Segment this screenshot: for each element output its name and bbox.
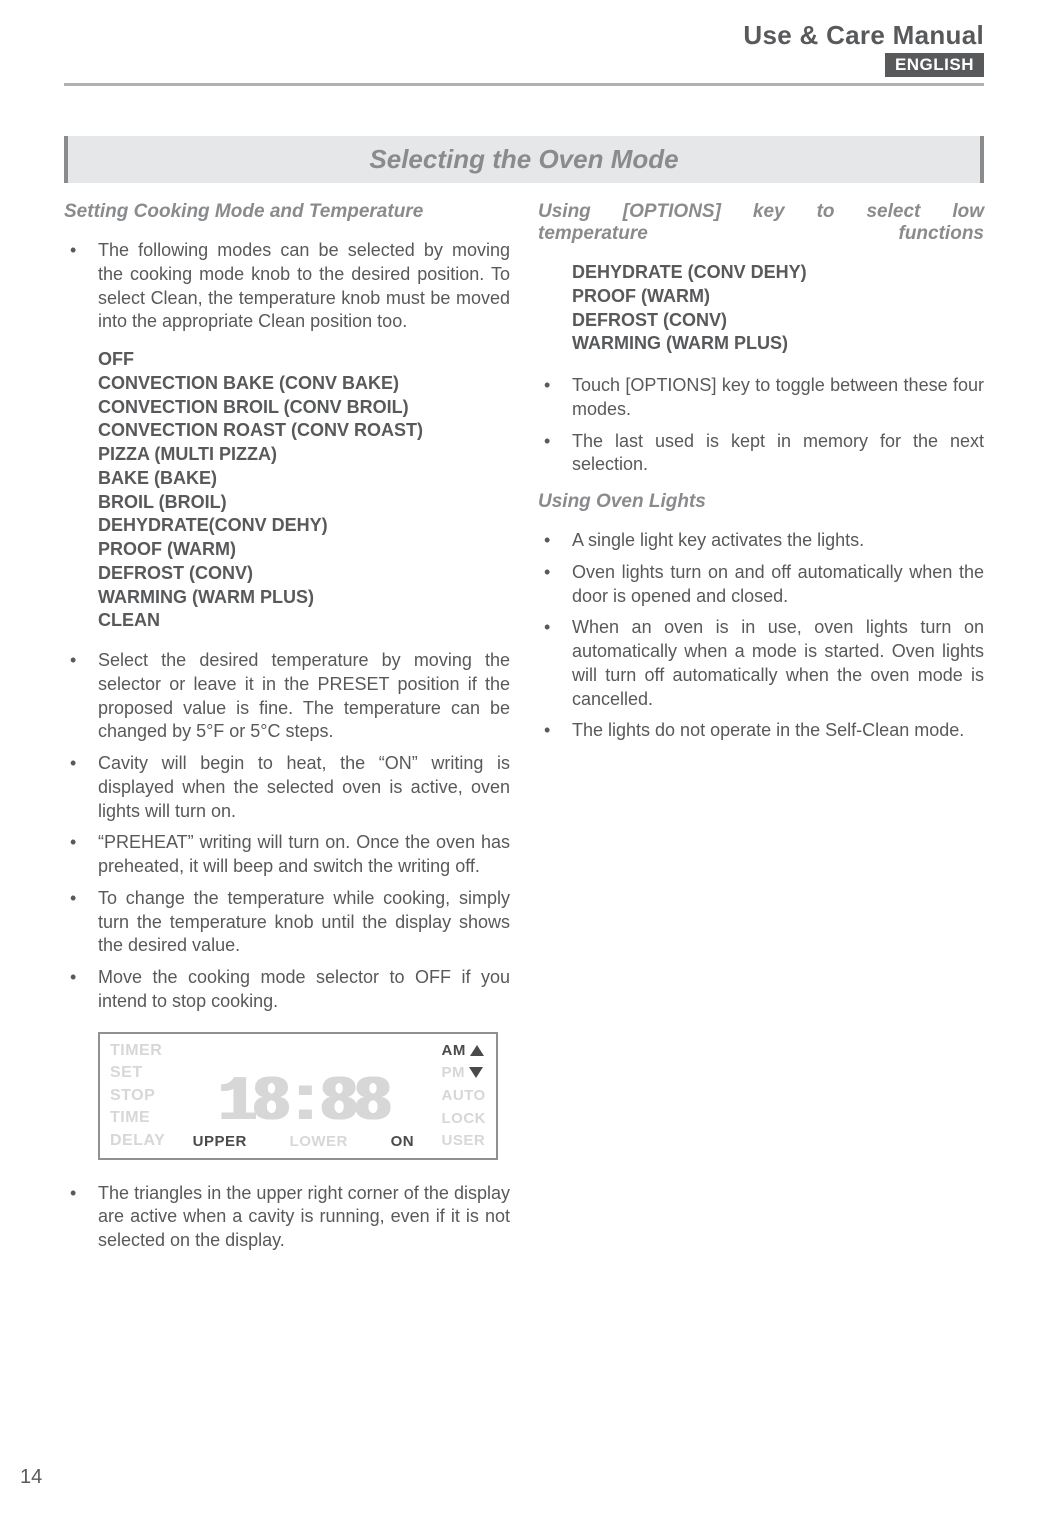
display-upper-label: UPPER <box>193 1133 247 1150</box>
list-item: Cavity will begin to heat, the “ON” writ… <box>64 752 510 823</box>
display-label: TIMER <box>110 1042 165 1060</box>
list-item: Touch [OPTIONS] key to toggle between th… <box>538 374 984 422</box>
language-badge: ENGLISH <box>885 53 984 77</box>
list-item: When an oven is in use, oven lights turn… <box>538 616 984 711</box>
intro-bullet: The following modes can be selected by m… <box>64 239 510 334</box>
page-header: Use & Care Manual ENGLISH <box>64 20 984 77</box>
intro-bullets: The following modes can be selected by m… <box>64 239 510 334</box>
mode-line: WARMING (WARM PLUS) <box>572 332 984 356</box>
after-display-bullets: The triangles in the upper right corner … <box>64 1182 510 1253</box>
mode-line: CONVECTION BAKE (CONV BAKE) <box>98 372 510 396</box>
mode-line: CONVECTION ROAST (CONV ROAST) <box>98 419 510 443</box>
display-center: 18:88 UPPER LOWER ON <box>171 1042 435 1150</box>
mode-line: BAKE (BAKE) <box>98 467 510 491</box>
display-right-labels: AM PM AUTO LOCK USER <box>442 1042 487 1150</box>
display-label: DELAY <box>110 1132 165 1150</box>
mode-line: PROOF (WARM) <box>572 285 984 309</box>
subhead-line2: temperature functions <box>538 223 984 245</box>
mode-line: OFF <box>98 348 510 372</box>
display-lower-label: LOWER <box>290 1133 348 1150</box>
display-lock-label: LOCK <box>442 1110 487 1127</box>
options-bullets: Touch [OPTIONS] key to toggle between th… <box>538 374 984 477</box>
list-item: Select the desired temperature by moving… <box>64 649 510 744</box>
display-am-label: AM <box>442 1042 466 1059</box>
mode-list-right: DEHYDRATE (CONV DEHY) PROOF (WARM) DEFRO… <box>538 261 984 356</box>
display-label: SET <box>110 1064 165 1082</box>
right-subhead-2: Using Oven Lights <box>538 491 984 513</box>
list-item: Oven lights turn on and off automaticall… <box>538 561 984 609</box>
oven-display-panel: TIMER SET STOP TIME DELAY 18:88 UPPER LO… <box>98 1032 498 1160</box>
mid-bullets: Select the desired temperature by moving… <box>64 649 510 1014</box>
section-banner: Selecting the Oven Mode <box>64 136 984 183</box>
mode-line: PIZZA (MULTI PIZZA) <box>98 443 510 467</box>
list-item: The last used is kept in memory for the … <box>538 430 984 478</box>
section-title: Selecting the Oven Mode <box>369 144 678 174</box>
header-rule <box>64 83 984 86</box>
mode-line: CLEAN <box>98 609 510 633</box>
display-user-label: USER <box>442 1132 487 1149</box>
display-bottom-row: UPPER LOWER ON <box>171 1133 435 1150</box>
mode-line: BROIL (BROIL) <box>98 491 510 515</box>
mode-line: WARMING (WARM PLUS) <box>98 586 510 610</box>
mode-line: DEFROST (CONV) <box>572 309 984 333</box>
list-item: “PREHEAT” writing will turn on. Once the… <box>64 831 510 879</box>
right-column: Using [OPTIONS] key to select low temper… <box>538 201 984 1267</box>
lights-bullets: A single light key activates the lights.… <box>538 529 984 743</box>
list-item: A single light key activates the lights. <box>538 529 984 553</box>
list-item: The lights do not operate in the Self-Cl… <box>538 719 984 743</box>
display-left-labels: TIMER SET STOP TIME DELAY <box>110 1042 165 1150</box>
display-auto-label: AUTO <box>442 1087 487 1104</box>
list-item: The triangles in the upper right corner … <box>64 1182 510 1253</box>
mode-line: PROOF (WARM) <box>98 538 510 562</box>
display-label: STOP <box>110 1087 165 1105</box>
display-digits: 18:88 <box>219 1078 388 1128</box>
display-on-label: ON <box>391 1133 415 1150</box>
display-label: TIME <box>110 1109 165 1127</box>
mode-line: DEHYDRATE(CONV DEHY) <box>98 514 510 538</box>
display-pm-label: PM <box>442 1064 466 1081</box>
list-item: Move the cooking mode selector to OFF if… <box>64 966 510 1014</box>
mode-list-left: OFF CONVECTION BAKE (CONV BAKE) CONVECTI… <box>64 348 510 633</box>
right-subhead: Using [OPTIONS] key to select low temper… <box>538 201 984 245</box>
subhead-line1: Using [OPTIONS] key to select low <box>538 201 984 223</box>
left-subhead: Setting Cooking Mode and Temperature <box>64 201 510 223</box>
left-column: Setting Cooking Mode and Temperature The… <box>64 201 510 1267</box>
page-number: 14 <box>20 1466 42 1489</box>
triangle-up-icon <box>470 1045 484 1056</box>
mode-line: DEHYDRATE (CONV DEHY) <box>572 261 984 285</box>
triangle-down-icon <box>469 1067 483 1078</box>
mode-line: DEFROST (CONV) <box>98 562 510 586</box>
mode-line: CONVECTION BROIL (CONV BROIL) <box>98 396 510 420</box>
manual-title: Use & Care Manual <box>64 20 984 51</box>
list-item: To change the temperature while cooking,… <box>64 887 510 958</box>
